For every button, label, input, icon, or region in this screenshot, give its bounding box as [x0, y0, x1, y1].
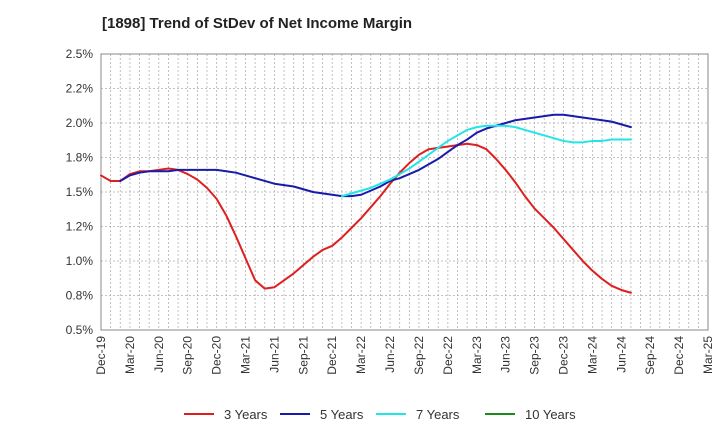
- x-tick-label: Jun-22: [383, 336, 397, 373]
- y-axis: 0.5% 0.8% 1.0% 1.2% 1.5% 1.8% 2.0% 2.2% 2.5%: [66, 47, 94, 337]
- y-tick-label: 1.8%: [66, 151, 94, 165]
- plot-frame: [100, 53, 709, 331]
- legend-label-5-years: 5 Years: [320, 407, 364, 422]
- legend-label-10-years: 10 Years: [525, 407, 576, 422]
- grid: [101, 54, 708, 330]
- x-tick-label: Sep-24: [643, 336, 657, 375]
- x-tick-label: Dec-24: [672, 336, 686, 375]
- x-tick-label: Dec-19: [94, 336, 108, 375]
- y-tick-label: 2.5%: [66, 47, 94, 61]
- y-tick-label: 0.5%: [66, 323, 94, 337]
- x-tick-label: Sep-20: [181, 336, 195, 375]
- x-tick-label: Sep-22: [412, 336, 426, 375]
- x-tick-label: Mar-22: [354, 336, 368, 374]
- x-tick-label: Dec-20: [210, 336, 224, 375]
- x-axis: Dec-19 Mar-20 Jun-20 Sep-20 Dec-20 Mar-21 Jun-…: [94, 336, 715, 375]
- chart-title: [1898] Trend of StDev of Net Income Marg…: [102, 15, 412, 32]
- y-tick-label: 2.0%: [66, 116, 94, 130]
- series: [100, 113, 632, 294]
- x-tick-label: Mar-24: [585, 336, 599, 374]
- y-tick-label: 2.2%: [66, 82, 94, 96]
- x-tick-label: Jun-20: [152, 336, 166, 373]
- x-tick-label: Mar-21: [239, 336, 253, 374]
- x-tick-label: Sep-23: [528, 336, 542, 375]
- x-tick-label: Sep-21: [296, 336, 310, 375]
- x-tick-label: Jun-21: [267, 336, 281, 373]
- x-tick-label: Dec-21: [325, 336, 339, 375]
- y-tick-label: 1.0%: [66, 254, 94, 268]
- y-tick-label: 1.5%: [66, 185, 94, 199]
- y-tick-label: 1.2%: [66, 220, 94, 234]
- y-tick-label: 0.8%: [66, 289, 94, 303]
- legend-label-3-years: 3 Years: [224, 407, 268, 422]
- x-tick-label: Jun-23: [499, 336, 513, 373]
- series-line-3-years: [100, 142, 632, 294]
- legend: 3 Years 5 Years 7 Years 10 Years: [184, 407, 576, 422]
- x-tick-label: Mar-25: [701, 336, 715, 374]
- x-tick-label: Jun-24: [614, 336, 628, 373]
- x-tick-label: Mar-20: [123, 336, 137, 374]
- x-tick-label: Dec-23: [556, 336, 570, 375]
- x-tick-label: Mar-23: [470, 336, 484, 374]
- series-line-5-years: [119, 113, 632, 198]
- x-tick-label: Dec-22: [441, 336, 455, 375]
- legend-label-7-years: 7 Years: [416, 407, 460, 422]
- series-line-7-years: [340, 124, 632, 198]
